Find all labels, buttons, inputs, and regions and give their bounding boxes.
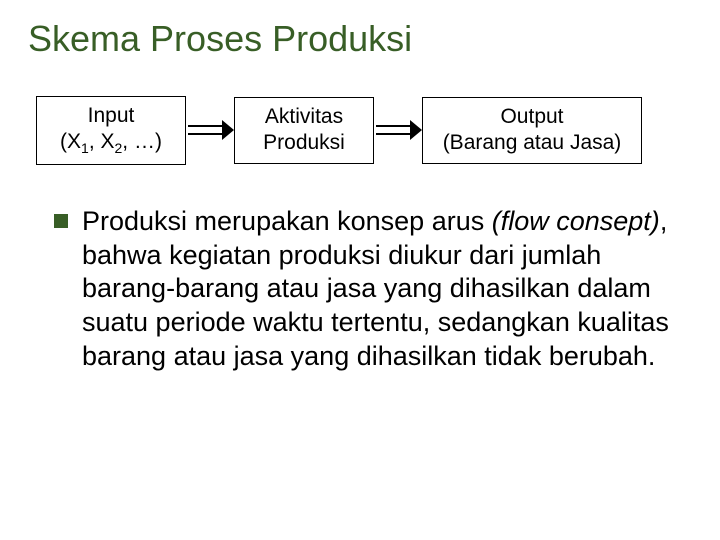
box-activity-line2: Produksi — [247, 130, 361, 156]
slide-title: Skema Proses Produksi — [28, 18, 692, 60]
flow-box-output: Output (Barang atau Jasa) — [422, 97, 642, 164]
para-italic: (flow consept) — [492, 206, 660, 236]
flow-diagram: Input (X1, X2, …) Aktivitas Produksi Out… — [28, 96, 692, 165]
bullet-icon — [54, 214, 68, 228]
box-input-line1: Input — [49, 103, 173, 129]
flow-box-input: Input (X1, X2, …) — [36, 96, 186, 165]
body-paragraph-row: Produksi merupakan konsep arus (flow con… — [28, 205, 692, 374]
x1-pre: (X — [60, 130, 81, 153]
slide: Skema Proses Produksi Input (X1, X2, …) … — [0, 0, 720, 540]
flow-box-activity: Aktivitas Produksi — [234, 97, 374, 164]
arrow-icon — [186, 116, 234, 144]
x-mid: , X — [89, 130, 115, 153]
box-output-line2: (Barang atau Jasa) — [435, 130, 629, 156]
x1-sub: 1 — [81, 140, 89, 156]
x-post: , …) — [122, 130, 162, 153]
para-part-1: Produksi merupakan konsep arus — [82, 206, 492, 236]
box-output-line1: Output — [435, 104, 629, 130]
body-paragraph: Produksi merupakan konsep arus (flow con… — [82, 205, 680, 374]
arrow-icon — [374, 116, 422, 144]
box-input-line2: (X1, X2, …) — [49, 129, 173, 158]
box-activity-line1: Aktivitas — [247, 104, 361, 130]
